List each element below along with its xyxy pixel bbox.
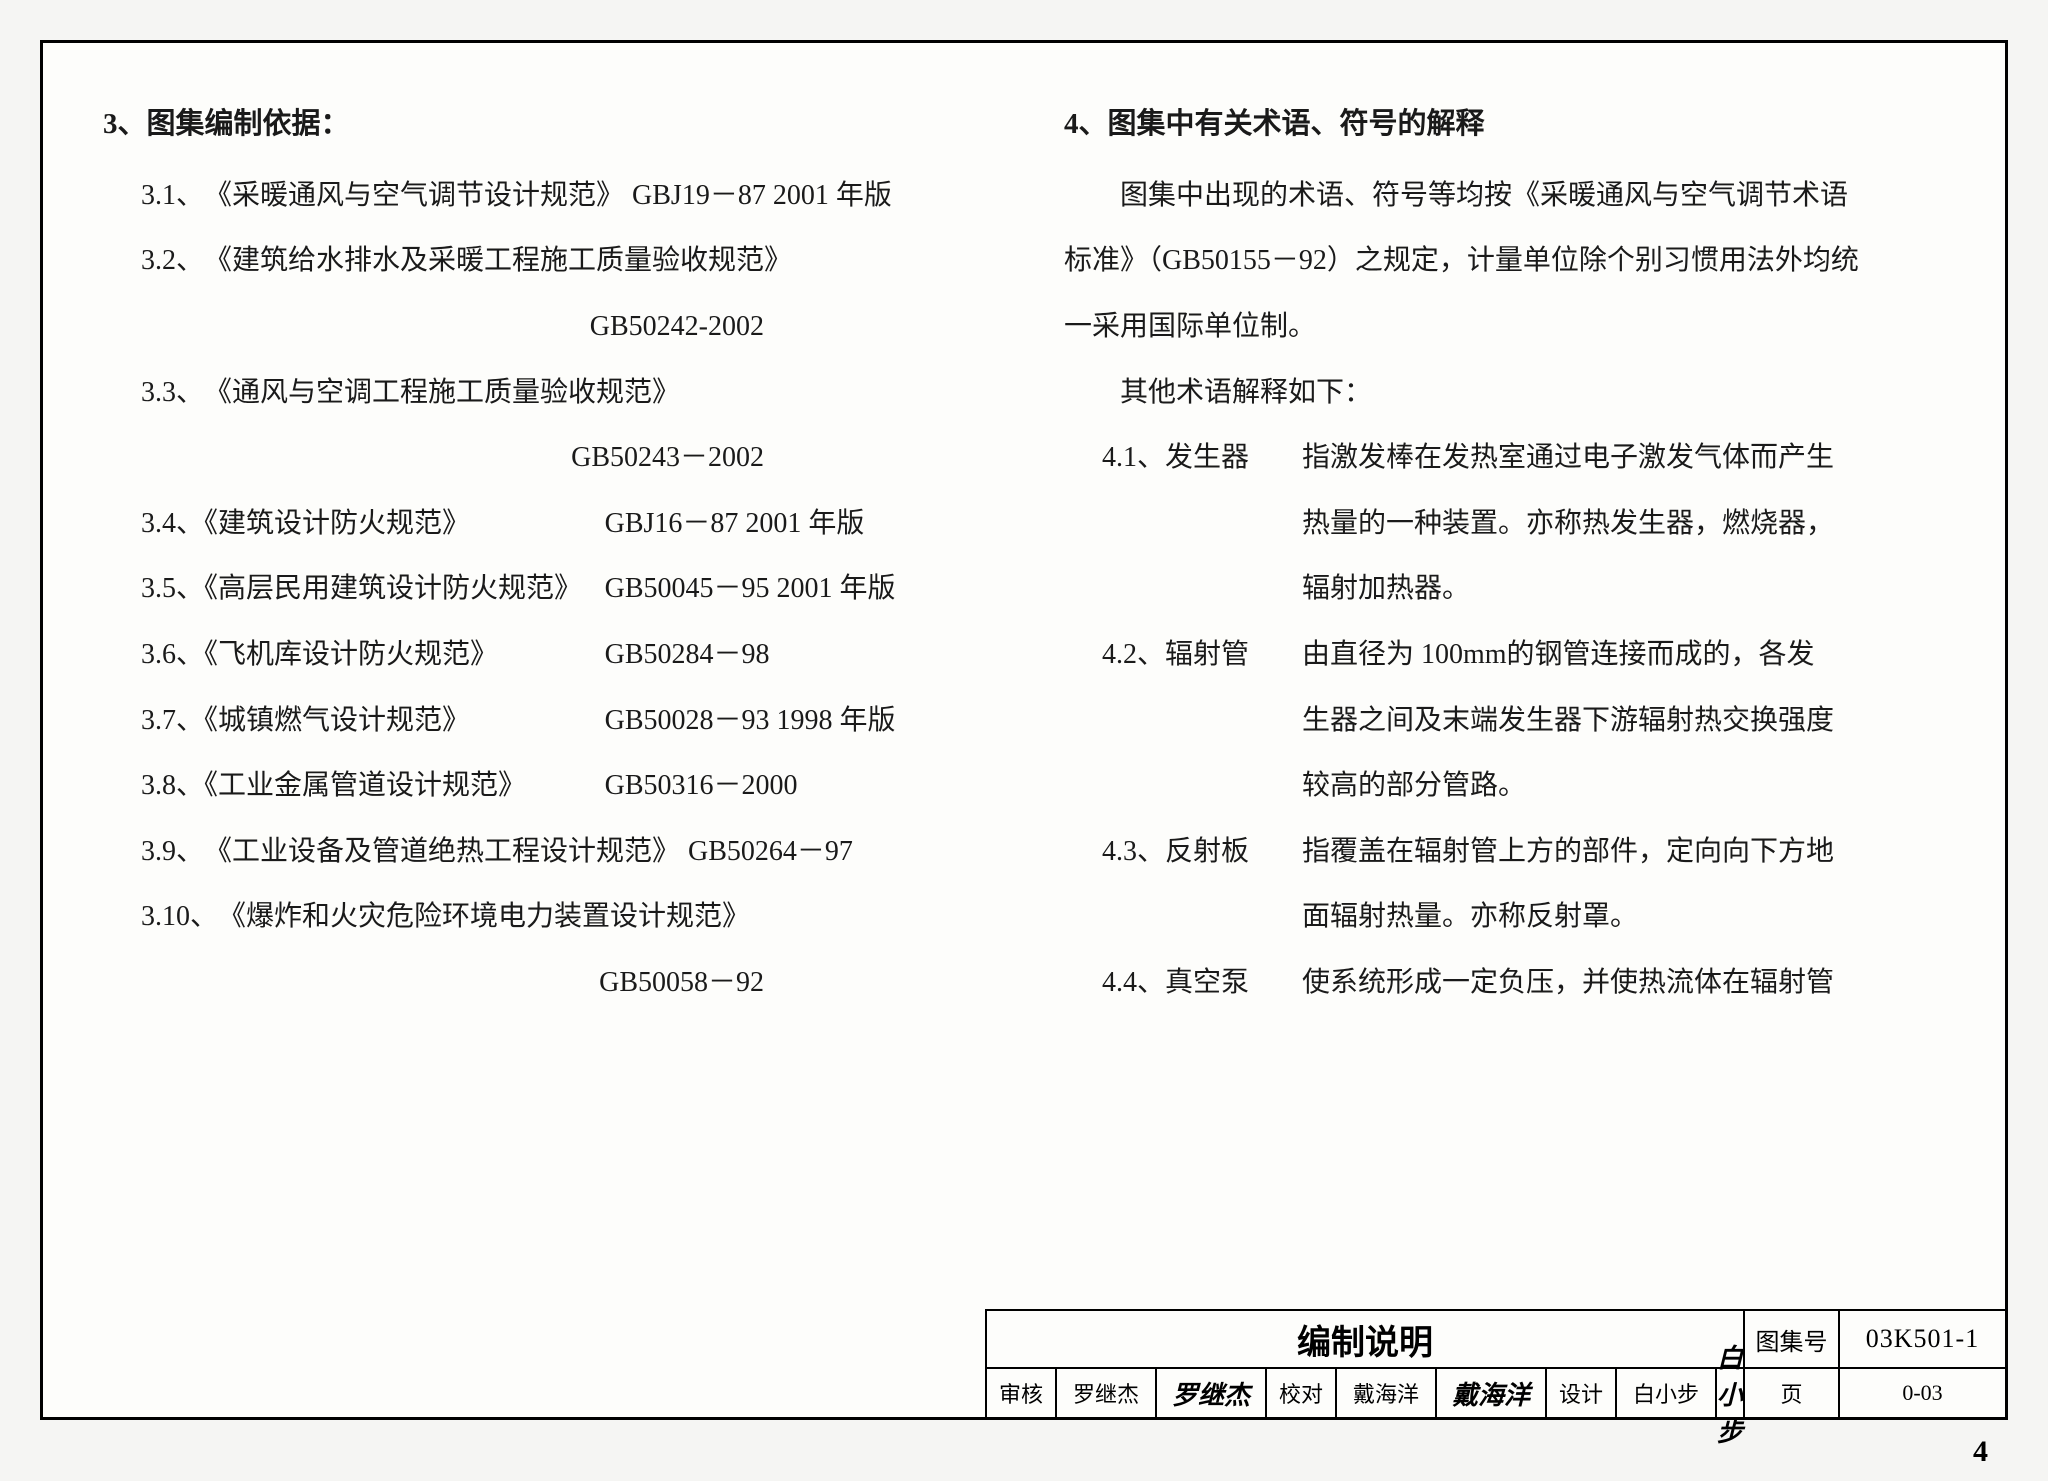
ref-title: 《城镇燃气设计规范》 (204, 705, 470, 736)
ref-title: 《建筑给水排水及采暖工程施工质量验收规范》 (204, 230, 792, 292)
section-4-heading: 4、图集中有关术语、符号的解释 (1064, 93, 1945, 157)
ref-title: 《爆炸和火灾危险环境电力装置设计规范》 (218, 886, 750, 948)
section-3-heading: 3、图集编制依据： (103, 93, 984, 157)
proof-signature: 戴海洋 (1437, 1369, 1547, 1417)
ref-item: 3.10、 《爆炸和火灾危险环境电力装置设计规范》 (103, 886, 984, 948)
term-name: 辐射管 (1165, 639, 1249, 670)
ref-item: 3.5、《高层民用建筑设计防火规范》 GB50045－95 2001 年版 (103, 558, 984, 620)
ref-code-line: GB50243－2002 (103, 427, 984, 489)
term-def-cont: 生器之间及末端发生器下游辐射热交换强度 (1064, 690, 1945, 752)
ref-num: 3.5、 (141, 573, 204, 604)
ref-num: 3.7、 (141, 705, 204, 736)
ref-code: GB50264－97 (688, 821, 853, 883)
page-number: 4 (1973, 1435, 1988, 1469)
subheading: 其他术语解释如下： (1064, 362, 1945, 424)
term-def: 由直径为 100mm的钢管连接而成的，各发 (1302, 624, 1945, 686)
ref-num: 3.6、 (141, 639, 204, 670)
ref-item: 3.1、 《采暖通风与空气调节设计规范》 GBJ19－87 2001 年版 (103, 165, 984, 227)
term-def: 使系统形成一定负压，并使热流体在辐射管 (1302, 952, 1945, 1014)
ref-code-line: GB50058－92 (103, 952, 984, 1014)
term-def: 指激发棒在发热室通过电子激发气体而产生 (1302, 427, 1945, 489)
term-name: 反射板 (1165, 836, 1249, 867)
ref-code: GBJ19－87 2001 年版 (632, 165, 892, 227)
proof-name: 戴海洋 (1337, 1369, 1437, 1417)
term-def-cont: 面辐射热量。亦称反射罩。 (1064, 886, 1945, 948)
ref-code: GB50028－93 1998 年版 (605, 690, 896, 752)
ref-title: 《飞机库设计防火规范》 (204, 639, 498, 670)
term-def-cont: 较高的部分管路。 (1064, 755, 1945, 817)
review-label: 审核 (987, 1369, 1057, 1417)
term-name: 真空泵 (1165, 967, 1249, 998)
atlas-number: 03K501-1 (1840, 1311, 2005, 1367)
page-label: 页 (1745, 1369, 1840, 1417)
ref-num: 3.10、 (141, 886, 218, 948)
ref-code: GB50045－95 2001 年版 (605, 558, 896, 620)
ref-code-line: GB50242-2002 (103, 296, 984, 358)
term-item: 4.2、辐射管 由直径为 100mm的钢管连接而成的，各发 (1064, 624, 1945, 686)
ref-title: 《高层民用建筑设计防火规范》 (204, 573, 582, 604)
ref-title: 《采暖通风与空气调节设计规范》 (204, 165, 624, 227)
left-column: 3、图集编制依据： 3.1、 《采暖通风与空气调节设计规范》 GBJ19－87 … (103, 93, 984, 1173)
title-block: 编制说明 图集号 03K501-1 审核 罗继杰 罗继杰 校对 戴海洋 戴海洋 … (985, 1309, 2005, 1417)
term-item: 4.3、反射板 指覆盖在辐射管上方的部件，定向向下方地 (1064, 821, 1945, 883)
ref-item: 3.7、《城镇燃气设计规范》 GB50028－93 1998 年版 (103, 690, 984, 752)
title-block-row2: 审核 罗继杰 罗继杰 校对 戴海洋 戴海洋 设计 白小步 白小步 页 0-03 (987, 1369, 2005, 1417)
ref-title: 《工业设备及管道绝热工程设计规范》 (204, 821, 680, 883)
ref-num: 3.4、 (141, 508, 204, 539)
design-signature: 白小步 (1717, 1369, 1745, 1417)
page-value: 0-03 (1840, 1369, 2005, 1417)
right-column: 4、图集中有关术语、符号的解释 图集中出现的术语、符号等均按《采暖通风与空气调节… (1064, 93, 1945, 1173)
doc-title: 编制说明 (987, 1311, 1745, 1367)
intro-para-line: 图集中出现的术语、符号等均按《采暖通风与空气调节术语 (1064, 165, 1945, 227)
design-label: 设计 (1547, 1369, 1617, 1417)
term-name: 发生器 (1165, 442, 1249, 473)
intro-para-line: 标准》（GB50155－92）之规定，计量单位除个别习惯用法外均统 (1064, 230, 1945, 292)
ref-num: 3.8、 (141, 770, 204, 801)
design-name: 白小步 (1617, 1369, 1717, 1417)
ref-title: 《工业金属管道设计规范》 (204, 770, 526, 801)
ref-item: 3.4、《建筑设计防火规范》 GBJ16－87 2001 年版 (103, 493, 984, 555)
ref-item: 3.3、 《通风与空调工程施工质量验收规范》 (103, 362, 984, 424)
term-num: 4.3、 (1102, 836, 1165, 867)
ref-title: 《建筑设计防火规范》 (204, 508, 470, 539)
ref-num: 3.1、 (141, 165, 204, 227)
ref-code: GB50284－98 (605, 624, 770, 686)
review-signature: 罗继杰 (1157, 1369, 1267, 1417)
proof-label: 校对 (1267, 1369, 1337, 1417)
atlas-label: 图集号 (1745, 1311, 1840, 1367)
ref-item: 3.8、《工业金属管道设计规范》 GB50316－2000 (103, 755, 984, 817)
ref-num: 3.3、 (141, 362, 204, 424)
intro-para-line: 一采用国际单位制。 (1064, 296, 1945, 358)
term-item: 4.4、真空泵 使系统形成一定负压，并使热流体在辐射管 (1064, 952, 1945, 1014)
term-def-cont: 辐射加热器。 (1064, 558, 1945, 620)
ref-item: 3.9、 《工业设备及管道绝热工程设计规范》 GB50264－97 (103, 821, 984, 883)
ref-title: 《通风与空调工程施工质量验收规范》 (204, 362, 680, 424)
title-block-row1: 编制说明 图集号 03K501-1 (987, 1311, 2005, 1369)
term-item: 4.1、发生器 指激发棒在发热室通过电子激发气体而产生 (1064, 427, 1945, 489)
page-frame: 3、图集编制依据： 3.1、 《采暖通风与空气调节设计规范》 GBJ19－87 … (40, 40, 2008, 1420)
term-def-cont: 热量的一种装置。亦称热发生器，燃烧器， (1064, 493, 1945, 555)
term-num: 4.1、 (1102, 442, 1165, 473)
term-num: 4.2、 (1102, 639, 1165, 670)
ref-item: 3.6、《飞机库设计防火规范》 GB50284－98 (103, 624, 984, 686)
term-def: 指覆盖在辐射管上方的部件，定向向下方地 (1302, 821, 1945, 883)
ref-code: GBJ16－87 2001 年版 (605, 493, 865, 555)
content-area: 3、图集编制依据： 3.1、 《采暖通风与空气调节设计规范》 GBJ19－87 … (103, 93, 1945, 1173)
ref-num: 3.2、 (141, 230, 204, 292)
term-num: 4.4、 (1102, 967, 1165, 998)
ref-num: 3.9、 (141, 821, 204, 883)
ref-item: 3.2、 《建筑给水排水及采暖工程施工质量验收规范》 (103, 230, 984, 292)
review-name: 罗继杰 (1057, 1369, 1157, 1417)
ref-code: GB50316－2000 (605, 755, 798, 817)
